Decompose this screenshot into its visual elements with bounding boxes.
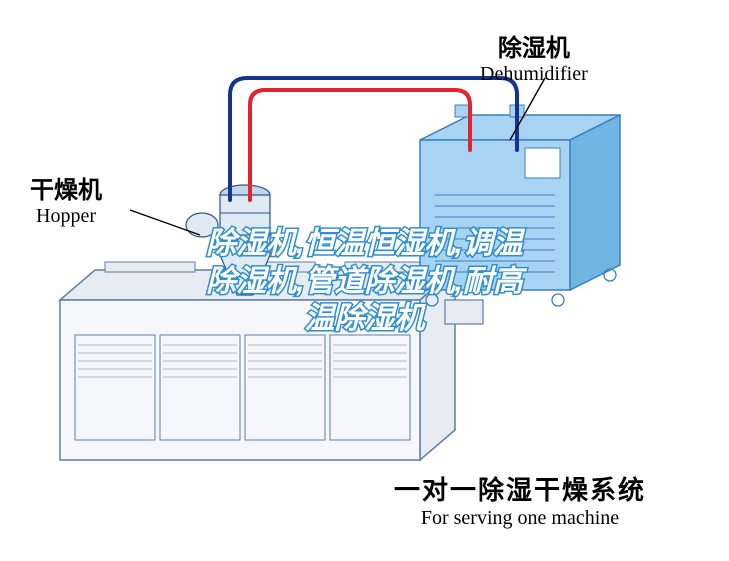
dehumidifier-label-en: Dehumidifier — [480, 63, 588, 86]
overlay-banner: 除湿机,恒温恒湿机,调温 除湿机,管道除湿机,耐高 温除湿机 — [0, 225, 729, 338]
system-caption-cn: 一对一除湿干燥系统 — [330, 470, 710, 507]
dehumidifier-label-cn: 除湿机 — [480, 28, 588, 63]
system-caption-en: For serving one machine — [330, 507, 710, 530]
dehumidifier-panel — [525, 148, 560, 178]
overlay-line-2: 除湿机,管道除湿机,耐高 — [206, 265, 523, 298]
overlay-line-1: 除湿机,恒温恒湿机,调温 — [206, 227, 523, 260]
dehumidifier-port — [455, 105, 469, 117]
hopper-label: 干燥机 Hopper — [30, 170, 102, 228]
overlay-line-3: 温除湿机 — [305, 302, 425, 335]
dehumidifier-label: 除湿机 Dehumidifier — [480, 28, 588, 86]
hopper-label-cn: 干燥机 — [30, 170, 102, 205]
system-caption: 一对一除湿干燥系统 For serving one machine — [330, 470, 710, 530]
